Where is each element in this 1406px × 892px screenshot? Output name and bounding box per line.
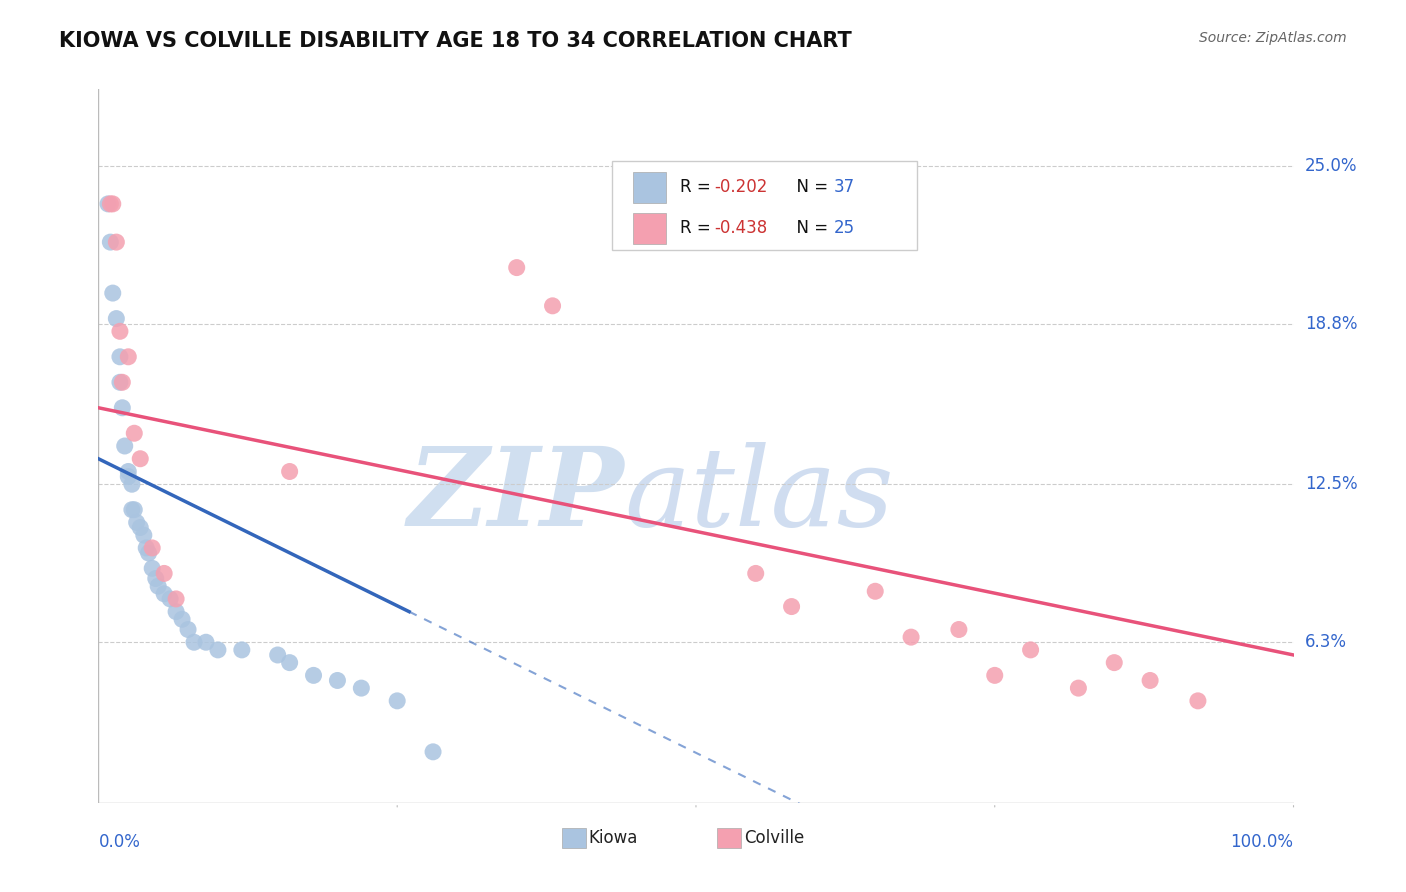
Point (165, 591, 187, 606)
Point (1019, 643, 1042, 657)
Point (141, 541, 163, 555)
Point (183, 635, 205, 649)
Point (350, 681, 373, 695)
Point (132, 528, 155, 542)
Point (97, 197, 120, 211)
Text: ZIP: ZIP (408, 442, 624, 549)
Text: 0.0%: 0.0% (98, 833, 141, 851)
Text: Source: ZipAtlas.com: Source: ZipAtlas.com (1199, 31, 1347, 45)
Point (1104, 656, 1126, 670)
Point (165, 605, 187, 619)
Point (780, 599, 803, 614)
Point (117, 465, 139, 479)
Text: 37: 37 (834, 178, 855, 196)
FancyBboxPatch shape (717, 828, 741, 847)
Point (1139, 673, 1161, 688)
FancyBboxPatch shape (613, 161, 917, 250)
Point (98, 235, 122, 249)
Point (98, 197, 122, 211)
Point (124, 502, 146, 516)
Text: Kiowa: Kiowa (589, 829, 638, 847)
Point (153, 566, 176, 581)
Point (114, 439, 136, 453)
Point (159, 591, 181, 606)
Point (278, 656, 301, 670)
Point (172, 612, 194, 626)
Point (506, 260, 529, 275)
Point (278, 465, 301, 479)
Point (207, 643, 229, 657)
Text: R =: R = (681, 219, 717, 237)
Point (984, 668, 1007, 682)
Point (177, 623, 200, 637)
Point (422, 745, 444, 759)
Text: 12.5%: 12.5% (1305, 475, 1357, 493)
Point (153, 587, 176, 601)
Point (745, 566, 768, 581)
Point (135, 541, 157, 555)
Point (948, 623, 970, 637)
Text: R =: R = (681, 178, 717, 196)
Text: N =: N = (786, 219, 832, 237)
Point (111, 401, 134, 415)
Point (121, 502, 143, 516)
Text: 25.0%: 25.0% (1305, 157, 1357, 175)
Point (900, 630, 922, 644)
Text: Colville: Colville (744, 829, 804, 847)
Point (121, 477, 143, 491)
Text: -0.202: -0.202 (714, 178, 768, 196)
Point (141, 561, 163, 575)
FancyBboxPatch shape (633, 171, 666, 202)
Point (267, 648, 290, 662)
Point (117, 469, 139, 483)
Point (105, 311, 128, 326)
Point (108, 350, 131, 364)
Point (326, 673, 349, 688)
Text: KIOWA VS COLVILLE DISABILITY AGE 18 TO 34 CORRELATION CHART: KIOWA VS COLVILLE DISABILITY AGE 18 TO 3… (59, 31, 852, 51)
FancyBboxPatch shape (562, 828, 586, 847)
Point (195, 635, 218, 649)
Point (108, 376, 131, 390)
Point (231, 643, 253, 657)
Text: 100.0%: 100.0% (1230, 833, 1294, 851)
Text: -0.438: -0.438 (714, 219, 768, 237)
Point (101, 286, 124, 301)
Point (1067, 681, 1090, 695)
Text: atlas: atlas (624, 442, 894, 549)
Point (125, 516, 148, 530)
Point (129, 451, 152, 466)
Point (105, 235, 128, 249)
FancyBboxPatch shape (633, 212, 666, 244)
Point (148, 579, 170, 593)
Point (865, 584, 887, 599)
Text: 6.3%: 6.3% (1305, 633, 1347, 651)
Text: 25: 25 (834, 219, 855, 237)
Text: 18.8%: 18.8% (1305, 315, 1357, 333)
Point (145, 572, 167, 586)
Point (541, 299, 564, 313)
Point (111, 376, 134, 390)
Point (117, 350, 139, 364)
Point (129, 520, 152, 534)
Point (1187, 694, 1209, 708)
Point (108, 324, 131, 338)
Point (385, 694, 409, 708)
Point (302, 668, 325, 682)
Point (124, 426, 146, 441)
Point (138, 546, 160, 560)
Text: N =: N = (786, 178, 832, 196)
Point (101, 197, 124, 211)
